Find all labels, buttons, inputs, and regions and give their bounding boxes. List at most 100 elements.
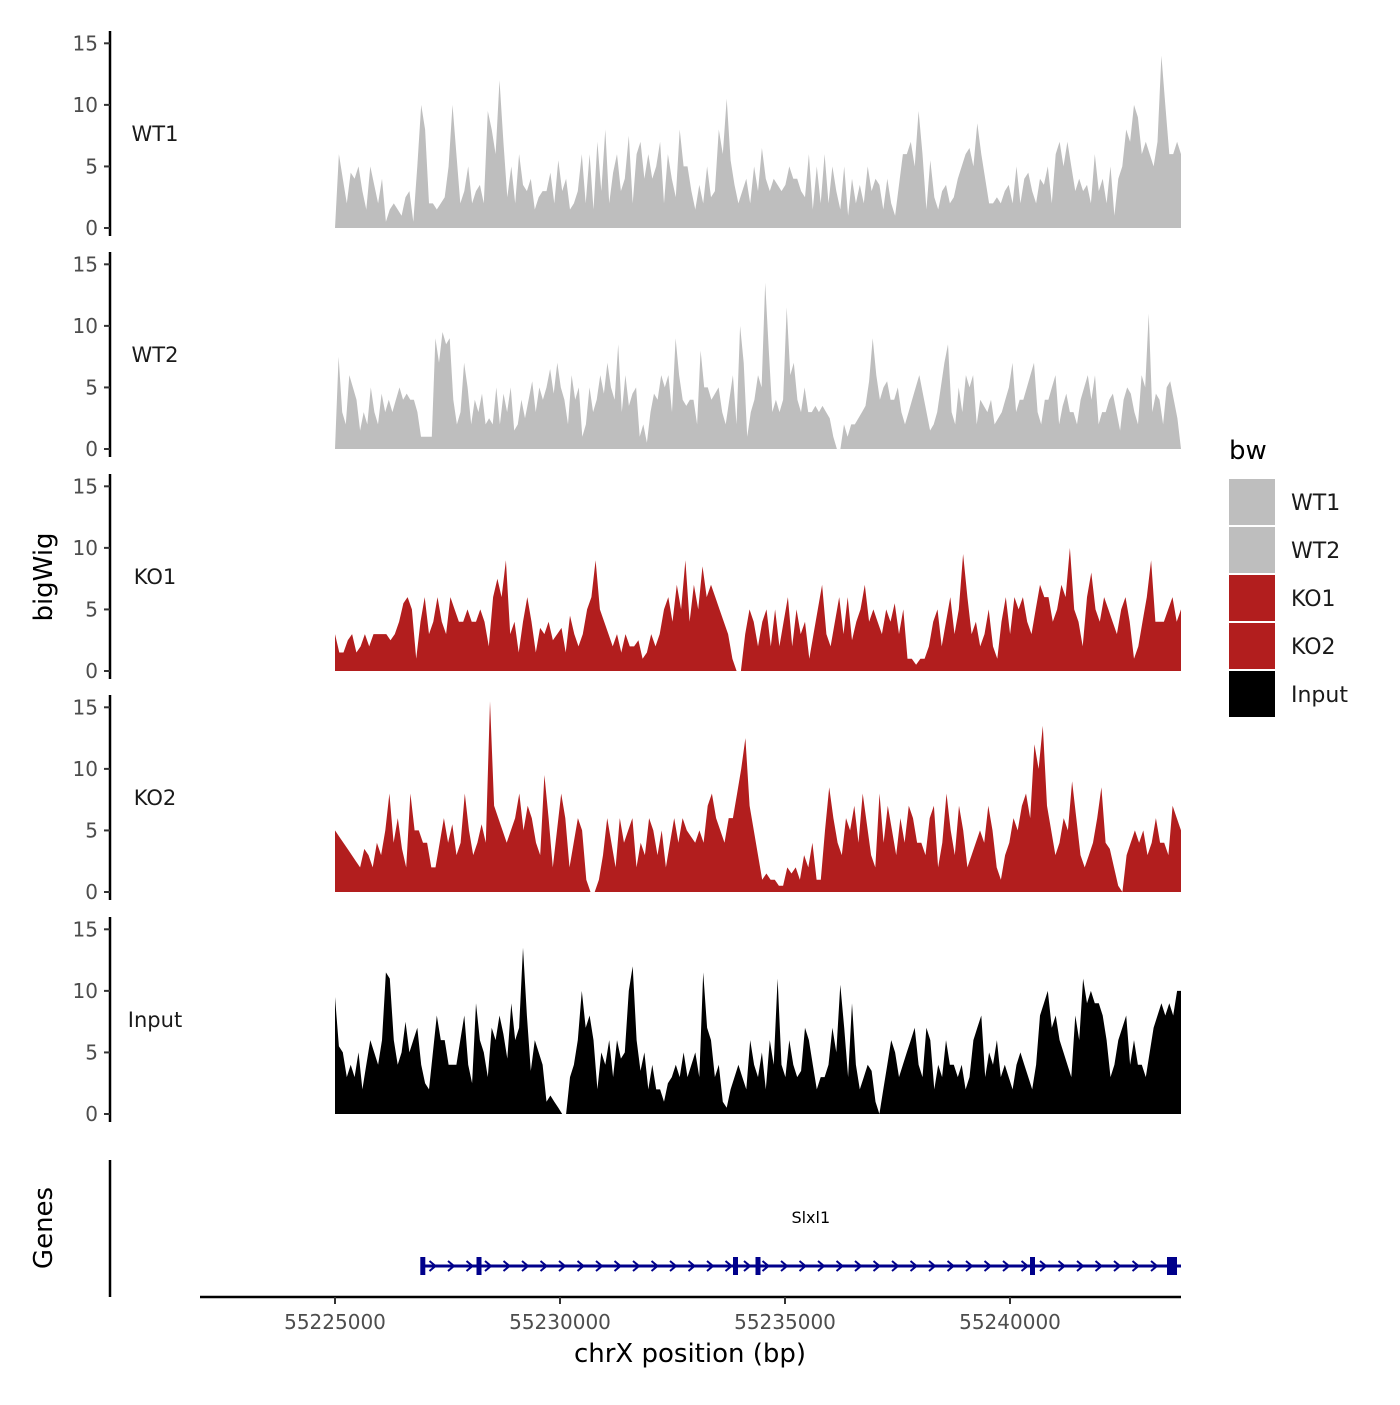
legend-label-WT1: WT1 — [1291, 491, 1340, 516]
y-tick-label: 0 — [85, 216, 98, 240]
strand-arrow — [632, 1260, 641, 1272]
strand-arrow — [965, 1260, 974, 1272]
strand-arrow — [1131, 1260, 1141, 1272]
strand-arrow — [854, 1260, 863, 1272]
strand-arrow — [1076, 1260, 1085, 1272]
y-tick-label: 0 — [85, 880, 98, 904]
strand-arrow — [1020, 1260, 1030, 1272]
y-tick-label: 10 — [73, 979, 98, 1003]
strand-arrow — [576, 1260, 586, 1272]
y-tick-label: 0 — [85, 659, 98, 683]
x-tick-label: 55230000 — [509, 1310, 611, 1334]
track-KO1: 0 5 10 15 KO1 — [73, 474, 1181, 683]
strand-arrow — [909, 1260, 919, 1272]
y-tick-label: 15 — [73, 31, 98, 55]
strand-arrow — [835, 1260, 845, 1272]
strand-arrow — [872, 1260, 882, 1272]
legend-swatch-WT2 — [1229, 527, 1275, 573]
strand-arrow — [558, 1260, 567, 1272]
strand-arrow — [761, 1260, 771, 1272]
y-tick-label: 5 — [85, 818, 98, 842]
x-axis: 55225000 55230000 55235000 55240000 — [200, 1295, 1181, 1334]
track-label: KO2 — [134, 786, 177, 810]
track-label: WT1 — [132, 122, 179, 146]
strand-arrow — [706, 1260, 715, 1272]
coverage-area-KO2 — [335, 701, 1181, 892]
x-tick-label: 55225000 — [284, 1310, 386, 1334]
strand-arrow — [465, 1260, 475, 1272]
y-axis-title: bigWig — [29, 532, 59, 621]
y-tick-label: 15 — [73, 917, 98, 941]
legend-label-KO2: KO2 — [1291, 635, 1336, 660]
y-tick-label: 0 — [85, 437, 98, 461]
y-tick-label: 5 — [85, 154, 98, 178]
strand-arrow — [428, 1260, 438, 1272]
gene-exon — [420, 1257, 426, 1275]
strand-arrow — [669, 1260, 678, 1272]
y-tick-label: 5 — [85, 597, 98, 621]
genes-axis-title: Genes — [29, 1187, 59, 1269]
strand-arrow — [817, 1260, 826, 1272]
strand-arrow — [595, 1260, 604, 1272]
strand-arrow — [983, 1260, 993, 1272]
y-tick-label: 15 — [73, 474, 98, 498]
strand-arrow — [891, 1260, 900, 1272]
y-tick-label: 0 — [85, 1102, 98, 1126]
strand-arrow — [650, 1260, 660, 1272]
strand-arrow — [687, 1260, 697, 1272]
y-tick-label: 15 — [73, 252, 98, 276]
coverage-area-KO1 — [335, 547, 1181, 671]
gene-exon — [733, 1257, 738, 1275]
legend-label-KO1: KO1 — [1291, 587, 1336, 612]
track-WT1: 0 5 10 15 WT1 — [73, 31, 1181, 240]
track-KO2: 0 5 10 15 KO2 — [73, 695, 1181, 904]
legend-swatch-KO1 — [1229, 575, 1275, 621]
x-axis-title: chrX position (bp) — [574, 1339, 806, 1369]
y-tick-label: 5 — [85, 1040, 98, 1064]
strand-arrow — [798, 1260, 808, 1272]
track-label: WT2 — [132, 343, 179, 367]
strand-arrow — [946, 1260, 956, 1272]
strand-arrow — [521, 1260, 530, 1272]
y-tick-label: 10 — [73, 757, 98, 781]
gene-panel: Slxl1 — [108, 1160, 1181, 1297]
gene-exon — [755, 1257, 761, 1275]
strand-arrow — [1113, 1260, 1122, 1272]
y-tick-label: 10 — [73, 93, 98, 117]
track-label: KO1 — [134, 565, 177, 589]
strand-arrow — [724, 1260, 734, 1272]
y-tick-label: 5 — [85, 375, 98, 399]
strand-arrow — [743, 1260, 752, 1272]
legend-label-Input: Input — [1291, 683, 1348, 708]
strand-arrow — [1150, 1260, 1159, 1272]
legend-title: bw — [1229, 436, 1267, 466]
coverage-area-WT1 — [335, 55, 1181, 228]
track-WT2: 0 5 10 15 WT2 — [73, 252, 1181, 461]
legend-swatch-WT1 — [1229, 479, 1275, 525]
y-tick-label: 15 — [73, 695, 98, 719]
y-tick-label: 10 — [73, 314, 98, 338]
gene-name-label: Slxl1 — [791, 1208, 830, 1227]
legend: bw WT1 WT2 KO1 KO2 Input — [1229, 436, 1348, 717]
strand-arrow — [502, 1260, 512, 1272]
legend-swatch-Input — [1229, 671, 1275, 717]
gene-exon — [476, 1257, 482, 1275]
track-label: Input — [128, 1008, 182, 1032]
strand-arrow — [539, 1260, 549, 1272]
legend-label-WT2: WT2 — [1291, 539, 1340, 564]
coverage-area-Input — [335, 947, 1181, 1114]
legend-swatch-KO2 — [1229, 623, 1275, 669]
strand-arrow — [928, 1260, 937, 1272]
x-tick-label: 55240000 — [959, 1310, 1061, 1334]
coverage-area-WT2 — [335, 282, 1181, 449]
strand-arrow — [1039, 1260, 1048, 1272]
strand-arrow — [1002, 1260, 1011, 1272]
strand-arrow — [780, 1260, 789, 1272]
y-tick-label: 10 — [73, 536, 98, 560]
track-panels: 0 5 10 15 WT1 0 5 10 15 WT2 0 5 10 15 KO1 0 5 10 15 KO2 0 5 10… — [73, 31, 1181, 1126]
gene-exon — [1030, 1257, 1035, 1275]
strand-arrow — [1057, 1260, 1067, 1272]
gene-exon — [1167, 1257, 1177, 1275]
